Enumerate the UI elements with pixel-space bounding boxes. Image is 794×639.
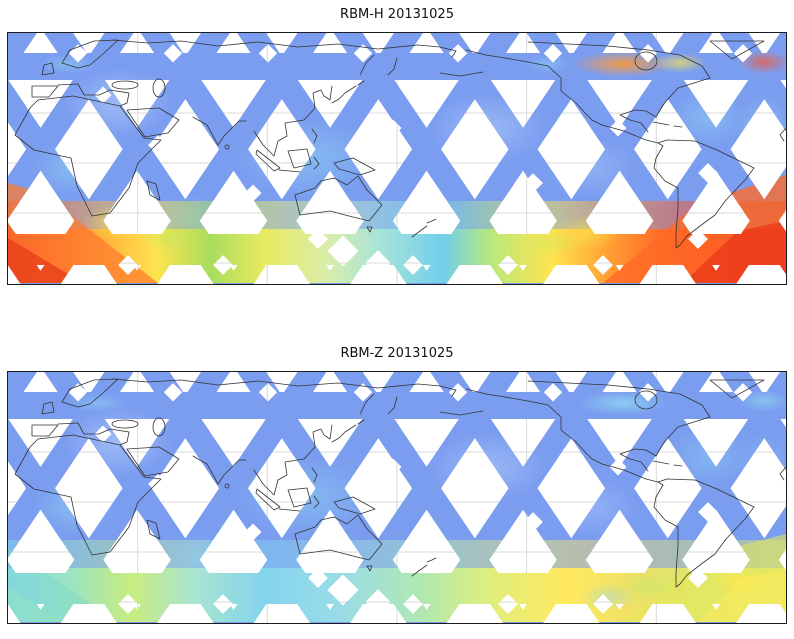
panel-rbm-z: RBM-Z 20131025: [0, 345, 794, 624]
map-frame-rbm-h: [7, 32, 787, 285]
panel-title-rbm-h: RBM-H 20131025: [340, 7, 454, 22]
world-map-rbm-h: [8, 33, 786, 284]
panel-title-rbm-z: RBM-Z 20131025: [340, 346, 454, 361]
swath-data-layer-rbm-h: [8, 33, 786, 284]
swath-data-layer-rbm-z: [8, 372, 786, 623]
map-frame-rbm-z: [7, 371, 787, 624]
panel-rbm-h: RBM-H 20131025: [0, 6, 794, 285]
world-map-rbm-z: [8, 372, 786, 623]
